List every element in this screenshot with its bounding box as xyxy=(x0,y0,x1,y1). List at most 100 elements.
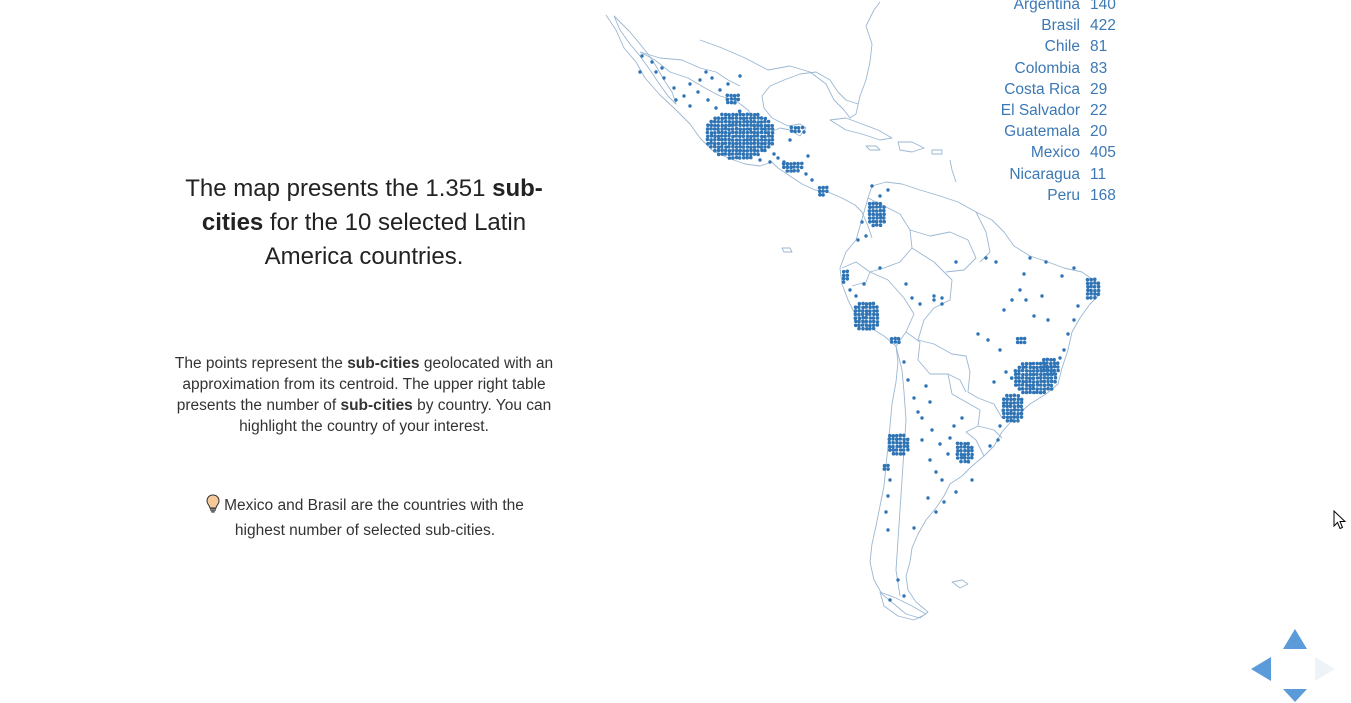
sub-city-point xyxy=(841,269,846,274)
sub-city-point xyxy=(959,445,963,449)
sub-city-point xyxy=(727,141,732,145)
arrow-up-icon[interactable] xyxy=(1282,628,1308,650)
sub-city-point xyxy=(1049,387,1054,391)
sub-city-point xyxy=(1040,294,1044,298)
sub-city-point xyxy=(785,162,790,166)
sub-city-point xyxy=(940,302,944,306)
sub-city-point xyxy=(893,336,897,341)
country-count-table: Argentina 140 Brasil 422 Chile 81 Colombia 83 Co… xyxy=(960,0,1160,206)
sub-city-point xyxy=(724,123,728,128)
sub-city-point xyxy=(966,441,970,446)
sub-city-point xyxy=(749,119,753,124)
country-name: Nicaragua xyxy=(1009,165,1080,183)
sub-city-point xyxy=(861,315,865,320)
sub-city-point xyxy=(741,130,746,135)
sub-city-point xyxy=(729,93,733,98)
sub-city-point xyxy=(878,215,883,220)
sub-city-point xyxy=(738,134,742,139)
arrow-down-icon[interactable] xyxy=(1282,688,1308,703)
country-count: 168 xyxy=(1090,186,1116,204)
sub-city-point xyxy=(856,238,860,242)
sub-city-point xyxy=(891,437,895,441)
sub-city-point xyxy=(916,410,920,414)
sub-city-point xyxy=(799,165,804,170)
sub-city-point xyxy=(796,168,800,173)
sub-city-point xyxy=(1024,379,1029,384)
description-text: The points represent the sub-cities geol… xyxy=(166,353,562,437)
sub-city-point xyxy=(1019,400,1024,405)
sub-city-point xyxy=(871,301,876,306)
country-row-mexico[interactable]: Mexico 405 xyxy=(960,142,1160,163)
sub-city-point xyxy=(1035,372,1039,377)
sub-city-point xyxy=(1046,379,1050,384)
sub-city-point xyxy=(766,123,771,128)
country-row-el-salvador[interactable]: El Salvador 22 xyxy=(960,100,1160,121)
argentina-uruguay-border xyxy=(965,431,985,457)
sub-city-point xyxy=(864,319,869,324)
country-row-costa-rica[interactable]: Costa Rica 29 xyxy=(960,79,1160,100)
sub-city-point xyxy=(1013,372,1018,377)
sub-city-point xyxy=(901,452,906,456)
sub-city-point xyxy=(709,134,714,138)
sub-city-point xyxy=(875,212,879,217)
sub-city-point xyxy=(926,496,930,500)
sub-city-point xyxy=(752,138,757,142)
sub-city-point xyxy=(709,123,714,127)
sub-city-point xyxy=(1008,401,1013,405)
sub-city-point xyxy=(1009,411,1013,416)
sub-city-point xyxy=(857,309,861,313)
country-row-colombia[interactable]: Colombia 83 xyxy=(960,58,1160,79)
country-row-chile[interactable]: Chile 81 xyxy=(960,36,1160,57)
sub-city-point xyxy=(756,149,760,153)
sub-city-point xyxy=(709,131,714,135)
sub-city-point xyxy=(1016,394,1021,398)
sub-city-point xyxy=(860,220,864,224)
sub-city-point xyxy=(720,148,724,153)
sub-city-point xyxy=(1052,368,1057,373)
sub-city-point xyxy=(871,212,876,217)
cuba xyxy=(829,117,893,141)
sub-city-point xyxy=(738,116,743,120)
sub-city-point xyxy=(760,127,764,131)
sub-city-point xyxy=(878,212,883,217)
sub-city-point xyxy=(738,141,742,146)
sub-city-point xyxy=(730,138,735,142)
sub-city-point xyxy=(841,280,846,284)
country-row-brasil[interactable]: Brasil 422 xyxy=(960,15,1160,36)
country-row-peru[interactable]: Peru 168 xyxy=(960,185,1160,206)
country-row-argentina[interactable]: Argentina 140 xyxy=(960,0,1160,15)
sub-city-point xyxy=(1089,292,1093,296)
sub-city-point xyxy=(882,208,886,213)
sub-city-point xyxy=(763,116,768,121)
sub-city-point xyxy=(1010,298,1014,302)
sub-city-point xyxy=(1024,369,1029,373)
sub-city-point xyxy=(712,141,717,146)
arrow-right-icon[interactable] xyxy=(1314,656,1336,682)
latin-america-map[interactable] xyxy=(590,0,1150,630)
sub-city-point xyxy=(731,144,735,149)
country-row-nicaragua[interactable]: Nicaragua 11 xyxy=(960,164,1160,185)
sub-city-point xyxy=(896,336,901,341)
sub-city-point xyxy=(1038,361,1043,366)
sub-city-point xyxy=(1049,364,1053,369)
sub-city-point xyxy=(1031,386,1036,391)
country-borders xyxy=(605,1,1101,621)
country-row-guatemala[interactable]: Guatemala 20 xyxy=(960,121,1160,142)
sub-city-point xyxy=(720,152,725,156)
sub-city-point xyxy=(882,212,886,216)
country-name: Chile xyxy=(1044,38,1080,56)
sub-city-point xyxy=(948,436,952,440)
sub-city-point xyxy=(1044,260,1048,264)
sub-city-point xyxy=(942,500,946,504)
sub-city-point xyxy=(959,452,964,457)
arrow-left-icon[interactable] xyxy=(1250,656,1272,682)
sub-city-point xyxy=(712,127,717,131)
sub-city-point xyxy=(952,424,956,428)
sub-city-point xyxy=(716,141,721,146)
sub-city-point xyxy=(763,145,767,149)
sub-city-point xyxy=(738,123,742,127)
sub-city-point xyxy=(767,134,771,138)
sub-city-point xyxy=(1024,390,1029,395)
sub-city-point xyxy=(731,156,735,160)
sub-city-point xyxy=(804,172,808,176)
